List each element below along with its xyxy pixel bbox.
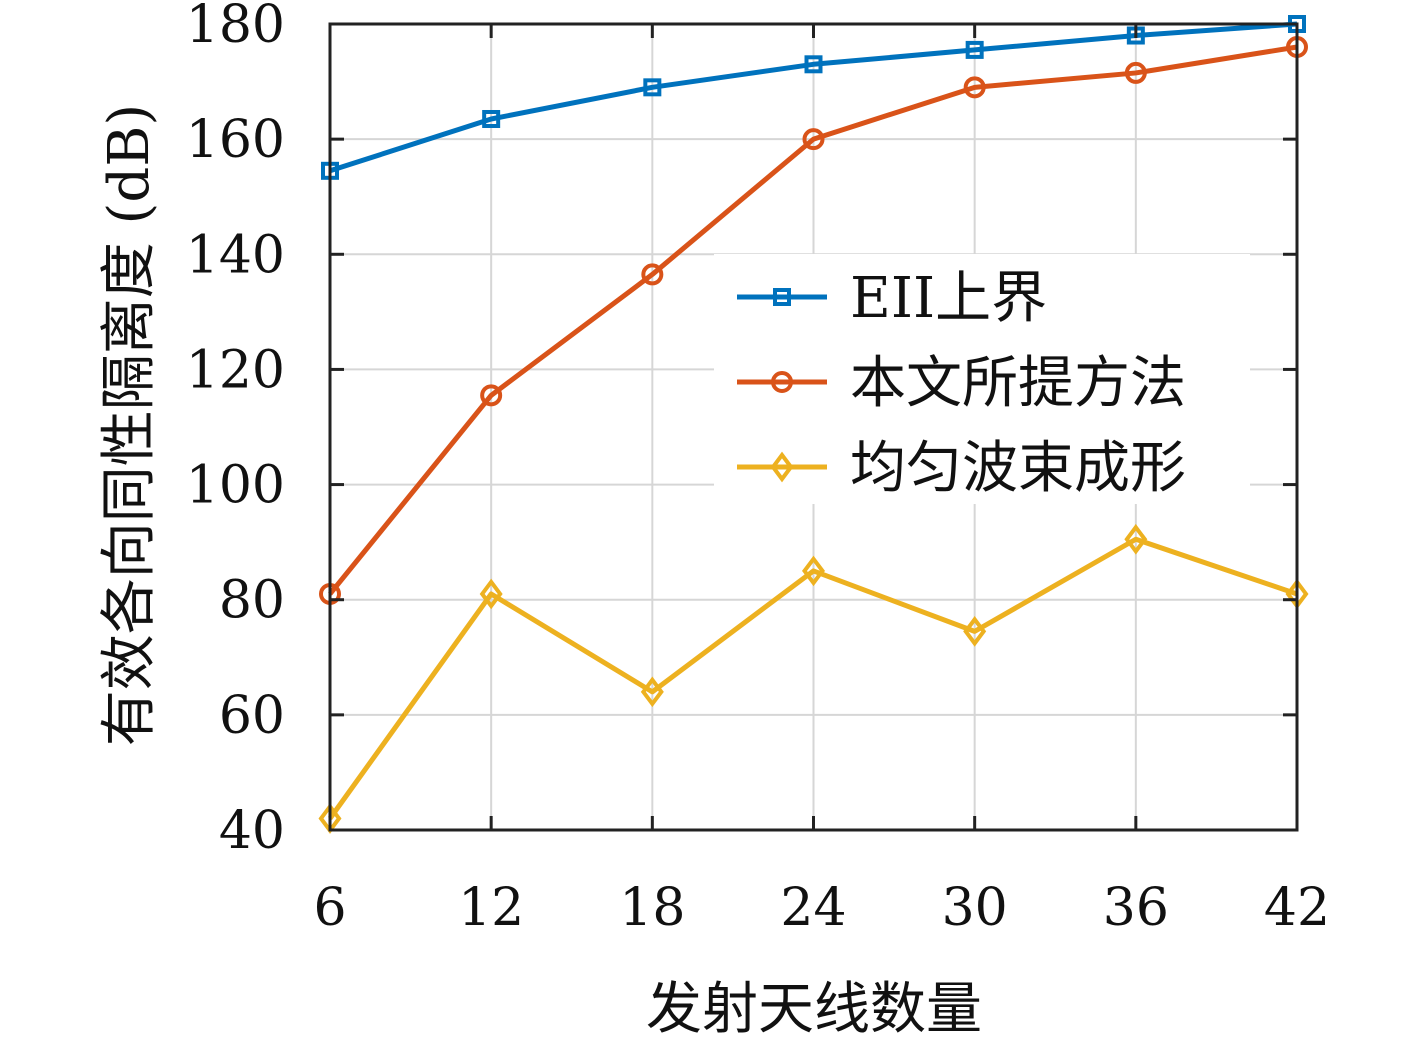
legend-label: 本文所提方法 (850, 351, 1186, 416)
axes (328, 22, 1299, 832)
tick-labels: 6 12 18 24 30 36 42 40 60 80 100 120 140 160 180 (186, 0, 1330, 938)
data-point-circle (641, 263, 664, 286)
data-point-diamond (1124, 523, 1148, 555)
x-tick-label: 18 (619, 878, 685, 938)
x-tick-label: 24 (780, 878, 846, 938)
x-axis-title: 发射天线数量 (646, 977, 982, 1039)
legend-label: EII上界 (850, 266, 1047, 331)
y-tick-label: 180 (186, 0, 285, 55)
data-point-diamond (479, 578, 503, 610)
series-lines (318, 15, 1309, 834)
y-tick-label: 60 (219, 686, 285, 746)
y-tick-label: 100 (186, 456, 285, 516)
data-point-diamond (963, 616, 987, 647)
y-tick-label: 80 (219, 571, 285, 631)
y-tick-label: 160 (186, 110, 285, 170)
y-tick-label: 40 (219, 801, 285, 861)
data-point-square (804, 55, 823, 74)
data-point-diamond (802, 555, 825, 587)
data-point-circle (963, 76, 986, 99)
y-tick-label: 120 (186, 340, 285, 400)
series-circle (319, 36, 1308, 605)
series-line (327, 536, 1298, 820)
x-tick-label: 6 (313, 878, 346, 938)
data-point-square (643, 78, 662, 97)
series-line (328, 44, 1298, 596)
legend-marker-square (773, 288, 791, 306)
data-point-diamond (640, 676, 664, 708)
data-point-circle (802, 128, 825, 151)
data-point-square (965, 40, 984, 59)
x-tick-label: 30 (942, 878, 1008, 938)
legend-marker-diamond (770, 451, 794, 483)
y-tick-label: 140 (186, 225, 285, 285)
x-tick-label: 36 (1103, 878, 1169, 938)
x-tick-label: 42 (1264, 878, 1330, 938)
series-diamond (318, 523, 1309, 834)
x-tick-label: 12 (458, 878, 524, 938)
data-point-square (482, 109, 501, 128)
data-point-circle (480, 384, 503, 407)
data-point-circle (1124, 61, 1147, 84)
legend-label: 均匀波束成形 (850, 436, 1186, 501)
y-axis-title: 有效各向同性隔离度 (dB) (97, 104, 162, 747)
legend-marker-circle (771, 371, 793, 393)
